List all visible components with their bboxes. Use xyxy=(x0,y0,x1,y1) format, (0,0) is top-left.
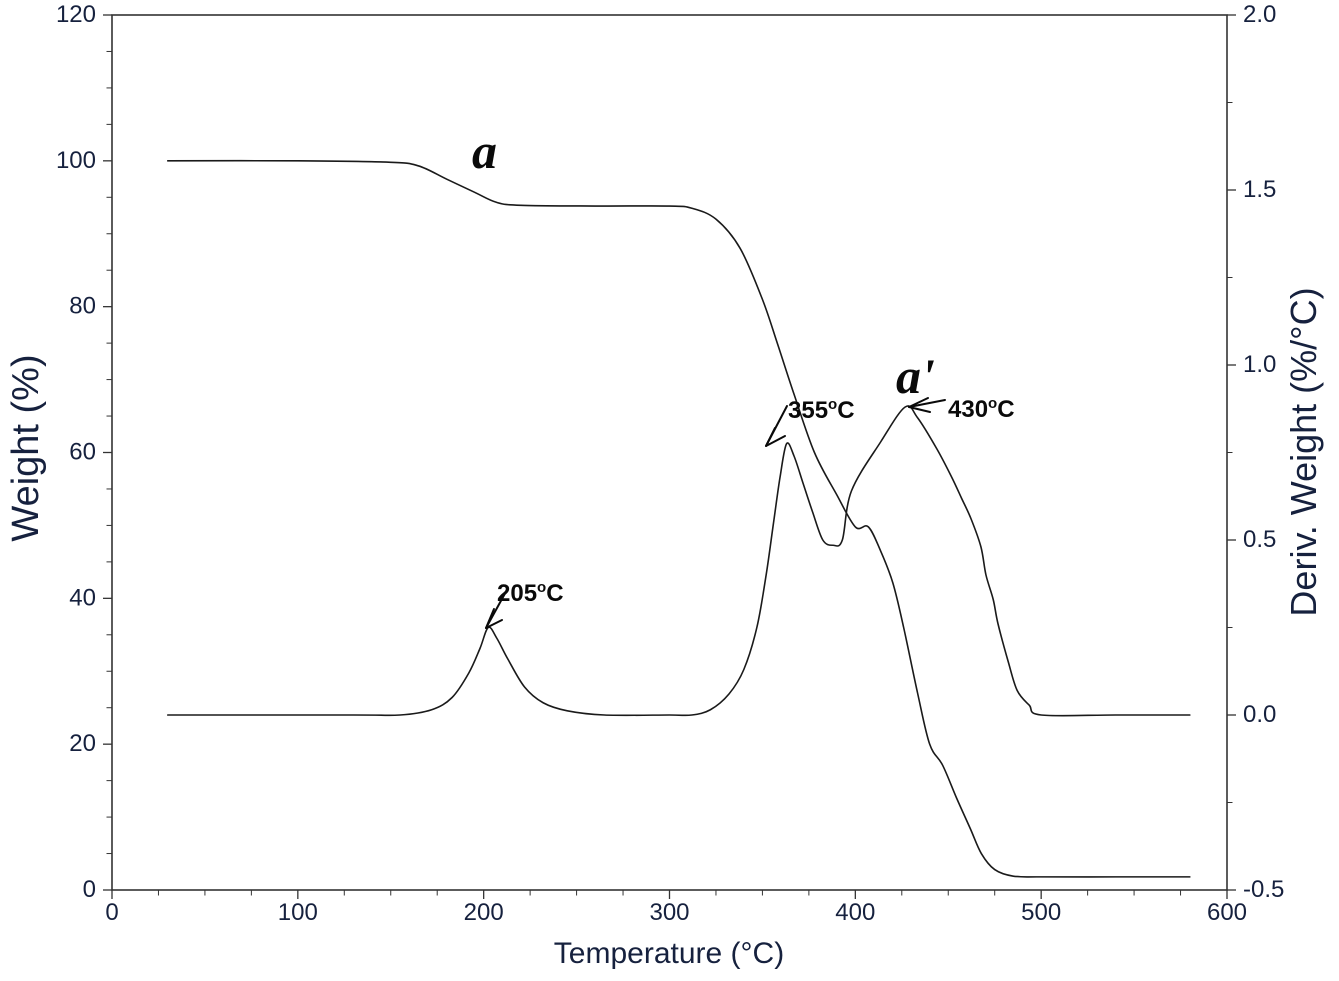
svg-text:40: 40 xyxy=(69,584,96,611)
svg-text:355oC: 355oC xyxy=(788,396,855,424)
svg-text:500: 500 xyxy=(1021,899,1061,926)
svg-text:300: 300 xyxy=(649,899,689,926)
svg-text:1.5: 1.5 xyxy=(1243,176,1276,203)
svg-text:600: 600 xyxy=(1207,899,1247,926)
svg-text:400: 400 xyxy=(835,899,875,926)
svg-text:Weight (%): Weight (%) xyxy=(5,354,47,541)
svg-text:100: 100 xyxy=(278,899,318,926)
svg-text:100: 100 xyxy=(56,147,96,174)
svg-text:0.5: 0.5 xyxy=(1243,526,1276,553)
svg-text:1.0: 1.0 xyxy=(1243,351,1276,378)
svg-text:205oC: 205oC xyxy=(497,579,564,607)
svg-text:a': a' xyxy=(896,348,935,404)
svg-text:Deriv. Weight (%/°C): Deriv. Weight (%/°C) xyxy=(1283,287,1324,616)
svg-text:2.0: 2.0 xyxy=(1243,1,1276,28)
svg-text:a: a xyxy=(472,123,497,179)
svg-text:0: 0 xyxy=(105,899,118,926)
svg-text:430oC: 430oC xyxy=(948,395,1015,423)
svg-text:60: 60 xyxy=(69,439,96,466)
svg-text:80: 80 xyxy=(69,293,96,320)
svg-text:Temperature (°C): Temperature (°C) xyxy=(554,937,784,970)
svg-text:20: 20 xyxy=(69,730,96,757)
svg-text:120: 120 xyxy=(56,1,96,28)
svg-text:200: 200 xyxy=(464,899,504,926)
svg-text:0: 0 xyxy=(83,876,96,903)
svg-text:0.0: 0.0 xyxy=(1243,701,1276,728)
svg-text:-0.5: -0.5 xyxy=(1243,876,1284,903)
